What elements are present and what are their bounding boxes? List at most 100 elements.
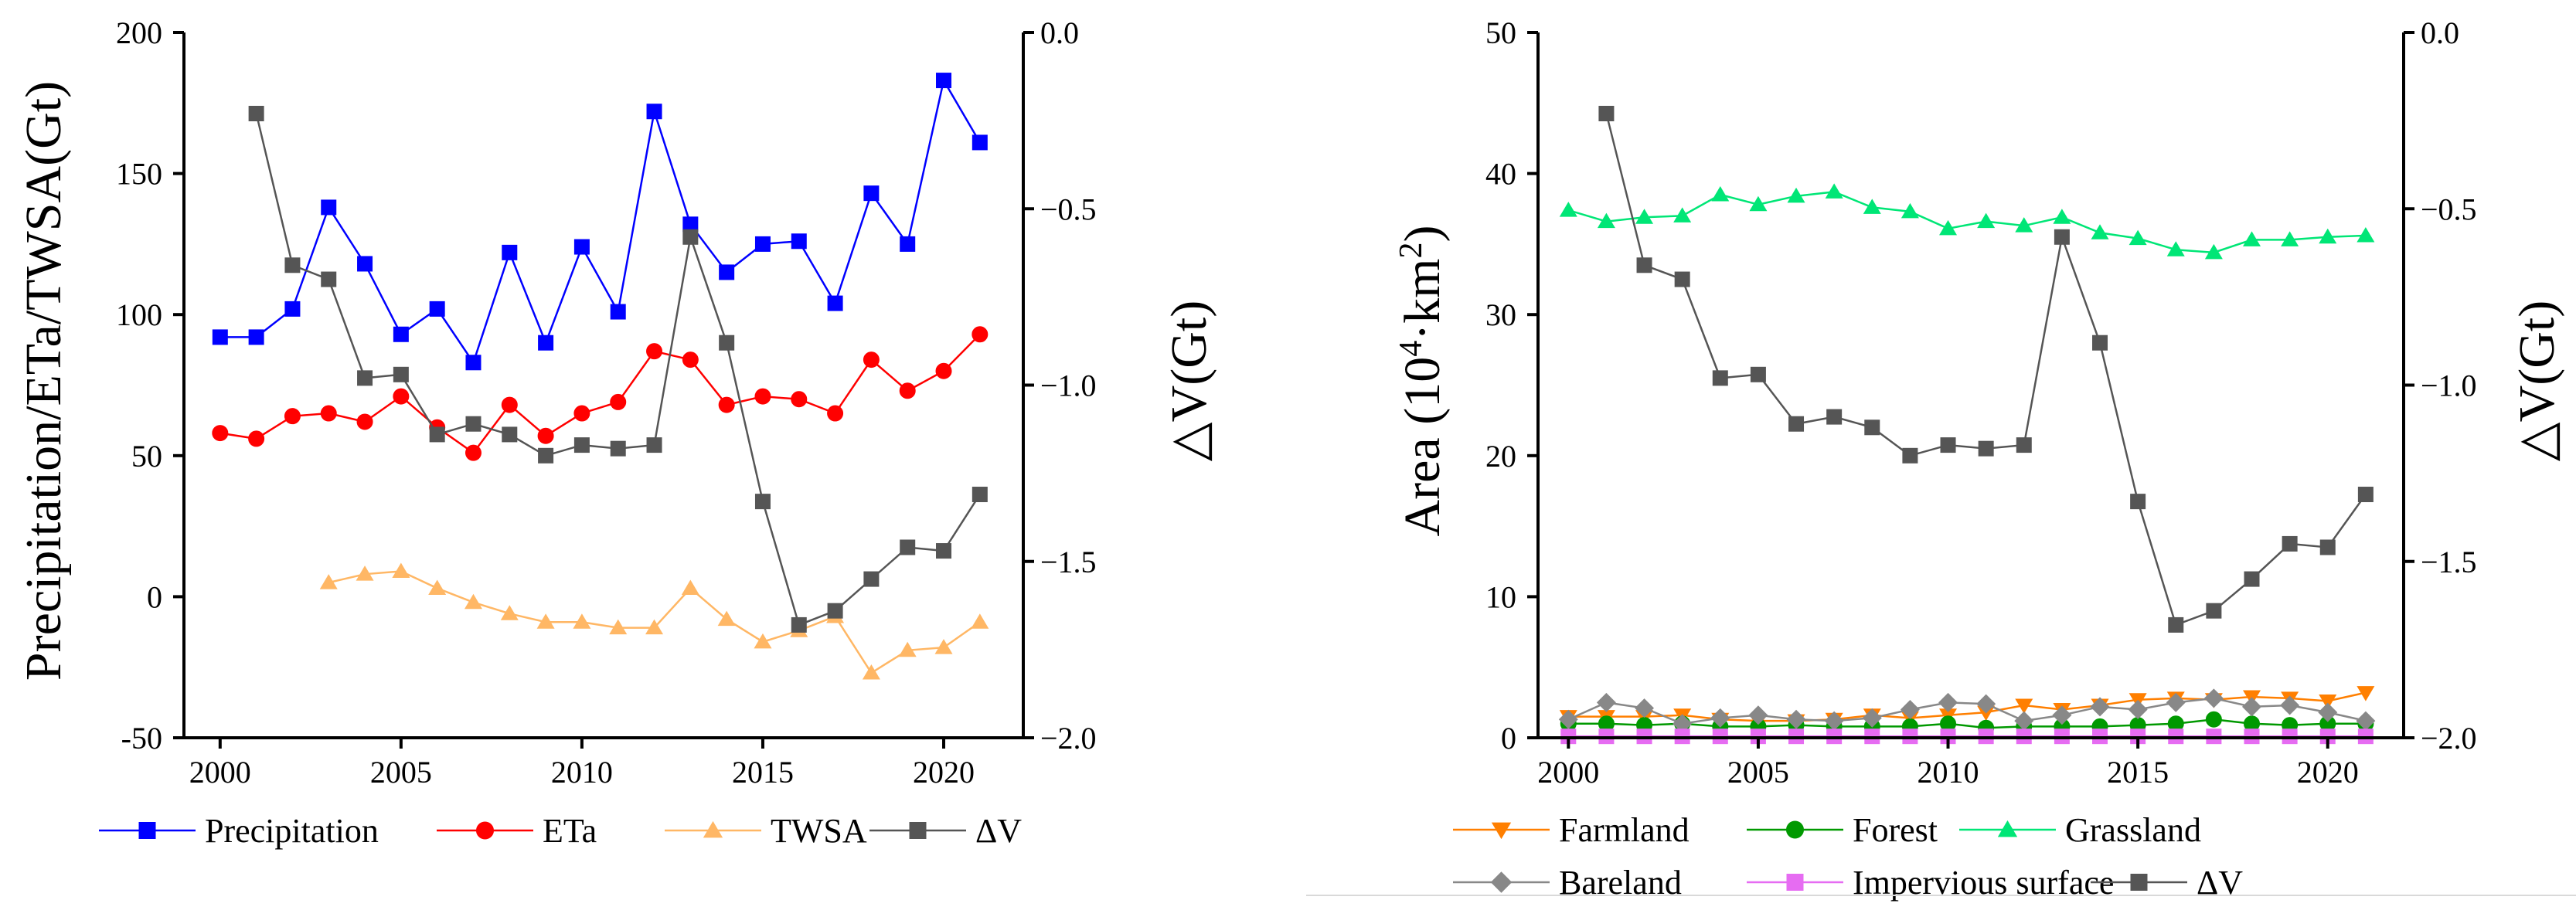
right-point-bareland-2002	[1635, 698, 1655, 718]
right-y2-tick-label-2-0: −2.0	[2421, 721, 2477, 756]
right-point-delta-vv-2012	[2016, 437, 2032, 453]
left-point-eta-2002	[284, 408, 301, 425]
right-series-bareland	[1558, 688, 2376, 734]
right-y-axis-title-part3: )	[1394, 225, 1451, 242]
left-point-delta-vv-2015	[754, 494, 771, 510]
right-point-delta-vv-2017	[2206, 603, 2222, 619]
right-point-grassland-2007	[1825, 183, 1843, 199]
right-point-bareland-2018	[2242, 697, 2262, 717]
right-axes: 2000 2005 2010 2015 2020 0 10 20 30 40 50 −2.0 −1.5 −…	[1485, 15, 2477, 790]
right-series-grassland	[1559, 183, 2375, 260]
left-point-delta-vv-2011	[610, 440, 626, 457]
left-point-eta-2010	[573, 405, 590, 422]
right-point-bareland-2019	[2280, 695, 2300, 715]
right-point-grassland-2011	[1977, 212, 1996, 229]
left-y-tick-label-100: 100	[116, 297, 162, 332]
left-point-eta-2016	[791, 391, 808, 408]
left-point-precipitation-2009	[538, 335, 554, 351]
right-point-bareland-2016	[2166, 692, 2186, 712]
left-y-tick-label-0: 0	[147, 579, 162, 614]
left-point-eta-2005	[393, 388, 410, 405]
right-point-bareland-2000	[1558, 709, 1578, 729]
right-chart: 2000 2005 2010 2015 2020 0 10 20 30 40 50 −2.0 −1.5 −…	[1306, 15, 2576, 902]
right-point-bareland-2003	[1673, 714, 1693, 734]
left-point-delta-vv-2021	[972, 487, 988, 503]
left-point-precipitation-2014	[719, 264, 735, 280]
right-point-bareland-2012	[2014, 711, 2034, 731]
left-point-delta-vv-2005	[393, 366, 409, 382]
right-line-grassland	[1567, 191, 2366, 254]
right-point-bareland-2020	[2318, 702, 2338, 722]
right-point-grassland-2015	[2129, 229, 2147, 246]
left-point-precipitation-2005	[393, 326, 409, 342]
right-point-delta-vv-2020	[2319, 539, 2336, 555]
left-point-twsa-2013	[681, 579, 699, 595]
right-point-delta-vv-2011	[1978, 440, 1994, 457]
left-point-eta-2004	[356, 413, 373, 430]
left-legend-label-delta-vv: ΔV	[975, 812, 1022, 850]
right-point-bareland-2021	[2356, 711, 2376, 731]
right-y-tick-label-30: 30	[1485, 297, 1516, 332]
right-y-tick-label-0: 0	[1501, 721, 1516, 756]
left-point-delta-vv-2007	[465, 416, 482, 432]
right-legend-item-farmland: Farmland	[1453, 811, 1690, 849]
left-point-delta-vv-2003	[321, 271, 337, 287]
left-point-precipitation-2019	[900, 236, 916, 252]
left-line-precipitation	[219, 77, 981, 365]
right-point-forest-2017	[2205, 711, 2222, 728]
left-point-delta-vv-2010	[573, 437, 590, 453]
left-point-eta-2013	[682, 352, 699, 368]
left-point-precipitation-2021	[972, 134, 988, 151]
left-point-delta-vv-2020	[936, 543, 952, 559]
left-point-eta-2014	[718, 396, 735, 413]
left-x-tick-label-2000: 2000	[189, 755, 251, 790]
right-point-bareland-2017	[2203, 688, 2224, 708]
right-point-farmland-2020	[2319, 695, 2337, 710]
left-point-twsa-2009	[536, 613, 555, 629]
left-point-delta-vv-2001	[248, 105, 264, 121]
left-point-twsa-2008	[500, 605, 519, 620]
right-point-grassland-2001	[1597, 212, 1615, 229]
right-point-delta-vv-2007	[1826, 409, 1843, 425]
right-point-grassland-2003	[1673, 207, 1692, 222]
right-y-axis-title-sup2: 2	[1393, 242, 1429, 258]
left-point-eta-2019	[899, 382, 916, 399]
right-y2-tick-label-0-0: 0.0	[2421, 15, 2459, 50]
left-x-tick-label-2015: 2015	[732, 755, 794, 790]
left-point-precipitation-2020	[936, 73, 952, 89]
left-point-delta-vv-2002	[284, 257, 301, 273]
left-point-eta-2008	[501, 396, 518, 413]
right-x-tick-label-2000: 2000	[1537, 755, 1599, 790]
left-legend-marker-precipitation	[138, 822, 156, 839]
left-point-precipitation-2018	[863, 185, 880, 202]
left-point-precipitation-2007	[465, 355, 482, 371]
left-point-delta-vv-2013	[682, 229, 699, 245]
left-y2-tick-label-0-5: −0.5	[1040, 192, 1097, 226]
left-point-eta-2003	[320, 405, 337, 422]
left-legend-label-eta: ETa	[543, 812, 597, 850]
right-point-delta-vv-2015	[2130, 494, 2146, 510]
left-legend-marker-eta	[476, 821, 494, 840]
right-point-delta-vv-2009	[1902, 447, 1918, 464]
right-point-farmland-2021	[2357, 686, 2375, 701]
left-series-eta	[212, 326, 989, 461]
left-legend-label-precipitation: Precipitation	[205, 812, 379, 850]
left-point-precipitation-2006	[429, 301, 445, 317]
left-point-twsa-2010	[573, 613, 591, 629]
left-point-twsa-2007	[464, 593, 482, 610]
left-point-precipitation-2001	[248, 329, 264, 345]
right-point-delta-vv-2013	[2054, 229, 2070, 245]
left-y-tick-label-150: 150	[116, 157, 162, 192]
right-point-delta-vv-2010	[1940, 437, 1956, 453]
left-y2-tick-label-1-5: −1.5	[1040, 545, 1097, 579]
left-point-precipitation-2013	[682, 216, 699, 233]
right-point-delta-vv-2019	[2282, 535, 2298, 552]
right-line-farmland	[1568, 691, 2367, 722]
right-point-bareland-2004	[1710, 708, 1730, 728]
left-axes: 2000 2005 2010 2015 2020 -50 0 50 100 150 200 −2.0 −…	[116, 15, 1097, 790]
left-point-delta-vv-2009	[538, 447, 554, 464]
left-y-tick-label-200: 200	[116, 15, 162, 50]
right-legend-label-farmland: Farmland	[1559, 811, 1690, 849]
left-series-marks	[212, 73, 989, 680]
left-series-precipitation	[212, 73, 988, 371]
